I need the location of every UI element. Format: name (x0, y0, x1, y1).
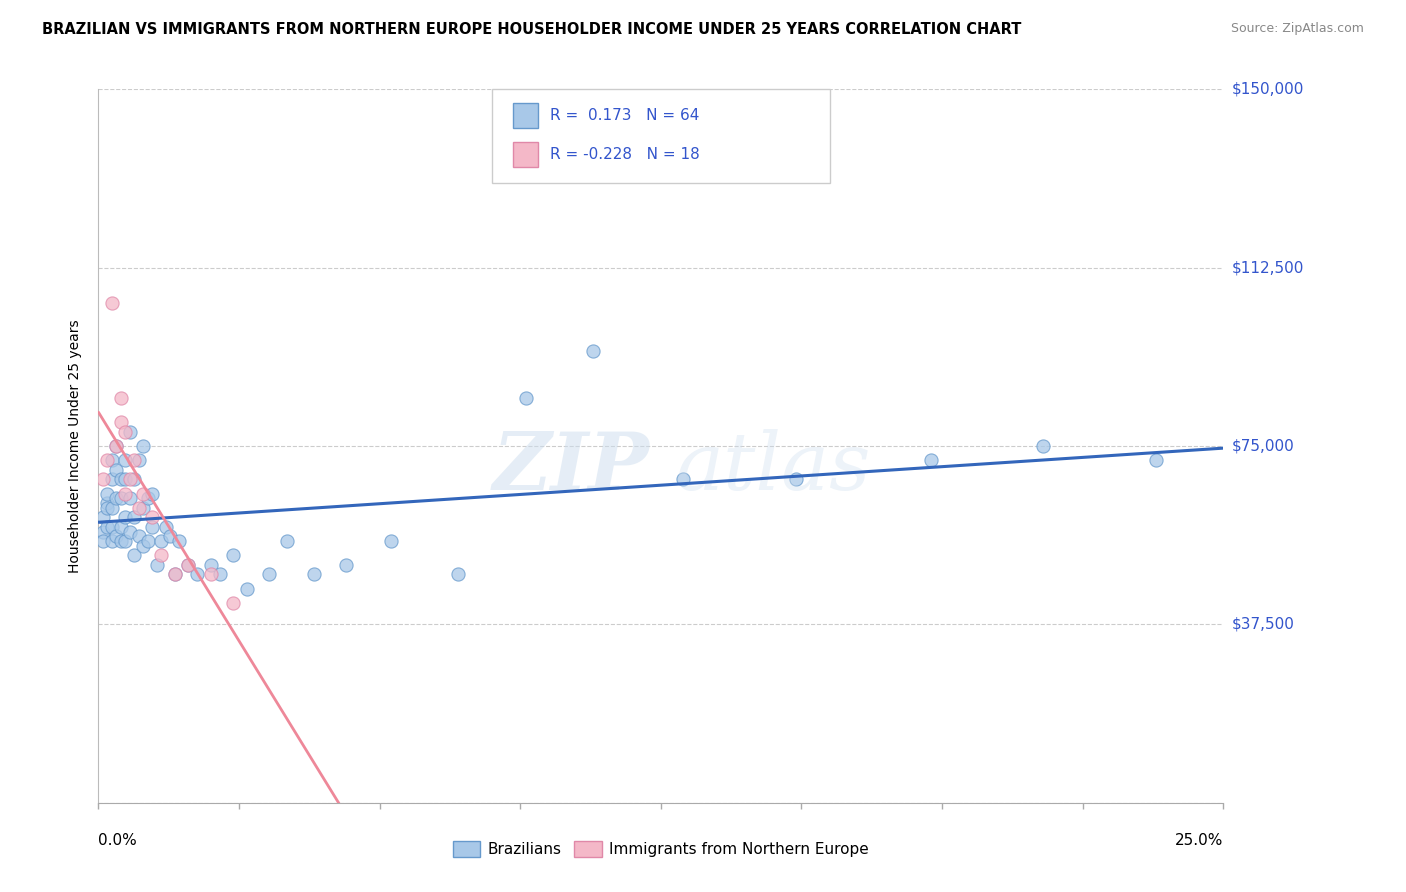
Point (163, 567, 186, 582)
Point (128, 529, 150, 543)
Point (110, 415, 132, 429)
Point (276, 534, 298, 549)
Point (128, 453, 150, 467)
Point (335, 558, 357, 572)
Point (186, 567, 208, 582)
Point (124, 510, 146, 524)
Y-axis label: Householder Income Under 25 years: Householder Income Under 25 years (69, 319, 83, 573)
Point (141, 486, 163, 500)
Point (136, 491, 159, 506)
Point (132, 500, 155, 515)
Point (91, 534, 114, 549)
Text: BRAZILIAN VS IMMIGRANTS FROM NORTHERN EUROPE HOUSEHOLDER INCOME UNDER 25 YEARS C: BRAZILIAN VS IMMIGRANTS FROM NORTHERN EU… (42, 22, 1022, 37)
Point (169, 534, 191, 549)
Point (110, 491, 132, 506)
Point (132, 439, 155, 453)
Point (110, 534, 132, 549)
Point (155, 520, 177, 534)
Point (110, 520, 132, 534)
Point (101, 520, 124, 534)
Point (447, 567, 470, 582)
Point (150, 534, 173, 549)
Text: $112,500: $112,500 (1232, 260, 1303, 275)
Point (96, 453, 118, 467)
Text: 0.0%: 0.0% (98, 833, 138, 848)
Text: 25.0%: 25.0% (1175, 833, 1223, 848)
Legend: Brazilians, Immigrants from Northern Europe: Brazilians, Immigrants from Northern Eur… (447, 835, 875, 863)
Point (672, 472, 695, 486)
Point (920, 453, 942, 467)
Text: $150,000: $150,000 (1232, 82, 1303, 96)
Point (114, 534, 136, 549)
Point (114, 510, 136, 524)
Point (105, 463, 128, 477)
Point (91, 510, 114, 524)
Point (132, 539, 155, 553)
Point (118, 491, 141, 506)
Point (141, 520, 163, 534)
Point (132, 486, 155, 500)
Point (91, 472, 114, 486)
Point (101, 534, 124, 549)
Text: $37,500: $37,500 (1232, 617, 1295, 632)
Point (236, 582, 259, 596)
Point (177, 558, 200, 572)
Point (177, 558, 200, 572)
Point (136, 534, 159, 549)
Point (96, 496, 118, 510)
Point (1032, 439, 1054, 453)
Point (118, 524, 141, 539)
Point (208, 567, 231, 582)
Point (96, 520, 118, 534)
Point (259, 567, 281, 582)
Point (222, 596, 245, 610)
Point (101, 500, 124, 515)
Point (159, 529, 181, 543)
Point (124, 472, 146, 486)
Point (114, 453, 136, 467)
Text: atlas: atlas (676, 429, 870, 506)
Point (105, 529, 128, 543)
Point (118, 472, 141, 486)
Point (114, 472, 136, 486)
Point (96, 486, 118, 500)
Point (128, 500, 150, 515)
Text: Source: ZipAtlas.com: Source: ZipAtlas.com (1230, 22, 1364, 36)
Text: ZIP: ZIP (492, 429, 650, 506)
Point (304, 567, 326, 582)
Point (118, 425, 141, 439)
Point (1144, 453, 1167, 467)
Point (114, 425, 136, 439)
Point (114, 486, 136, 500)
Point (146, 558, 169, 572)
Point (110, 392, 132, 406)
Point (96, 500, 118, 515)
Point (105, 491, 128, 506)
Point (380, 534, 402, 549)
Point (222, 549, 245, 563)
Text: R = -0.228   N = 18: R = -0.228 N = 18 (550, 147, 700, 161)
Point (141, 510, 163, 524)
Point (110, 472, 132, 486)
Point (101, 453, 124, 467)
Text: R =  0.173   N = 64: R = 0.173 N = 64 (550, 108, 699, 122)
Point (124, 453, 146, 467)
Point (163, 567, 186, 582)
Point (200, 567, 222, 582)
Point (124, 549, 146, 563)
Point (200, 558, 222, 572)
Point (91, 524, 114, 539)
Point (105, 439, 128, 453)
Point (101, 296, 124, 310)
Point (105, 439, 128, 453)
Point (515, 392, 537, 406)
Point (150, 549, 173, 563)
Point (582, 343, 605, 358)
Point (785, 472, 807, 486)
Text: $75,000: $75,000 (1232, 439, 1295, 453)
Point (101, 472, 124, 486)
